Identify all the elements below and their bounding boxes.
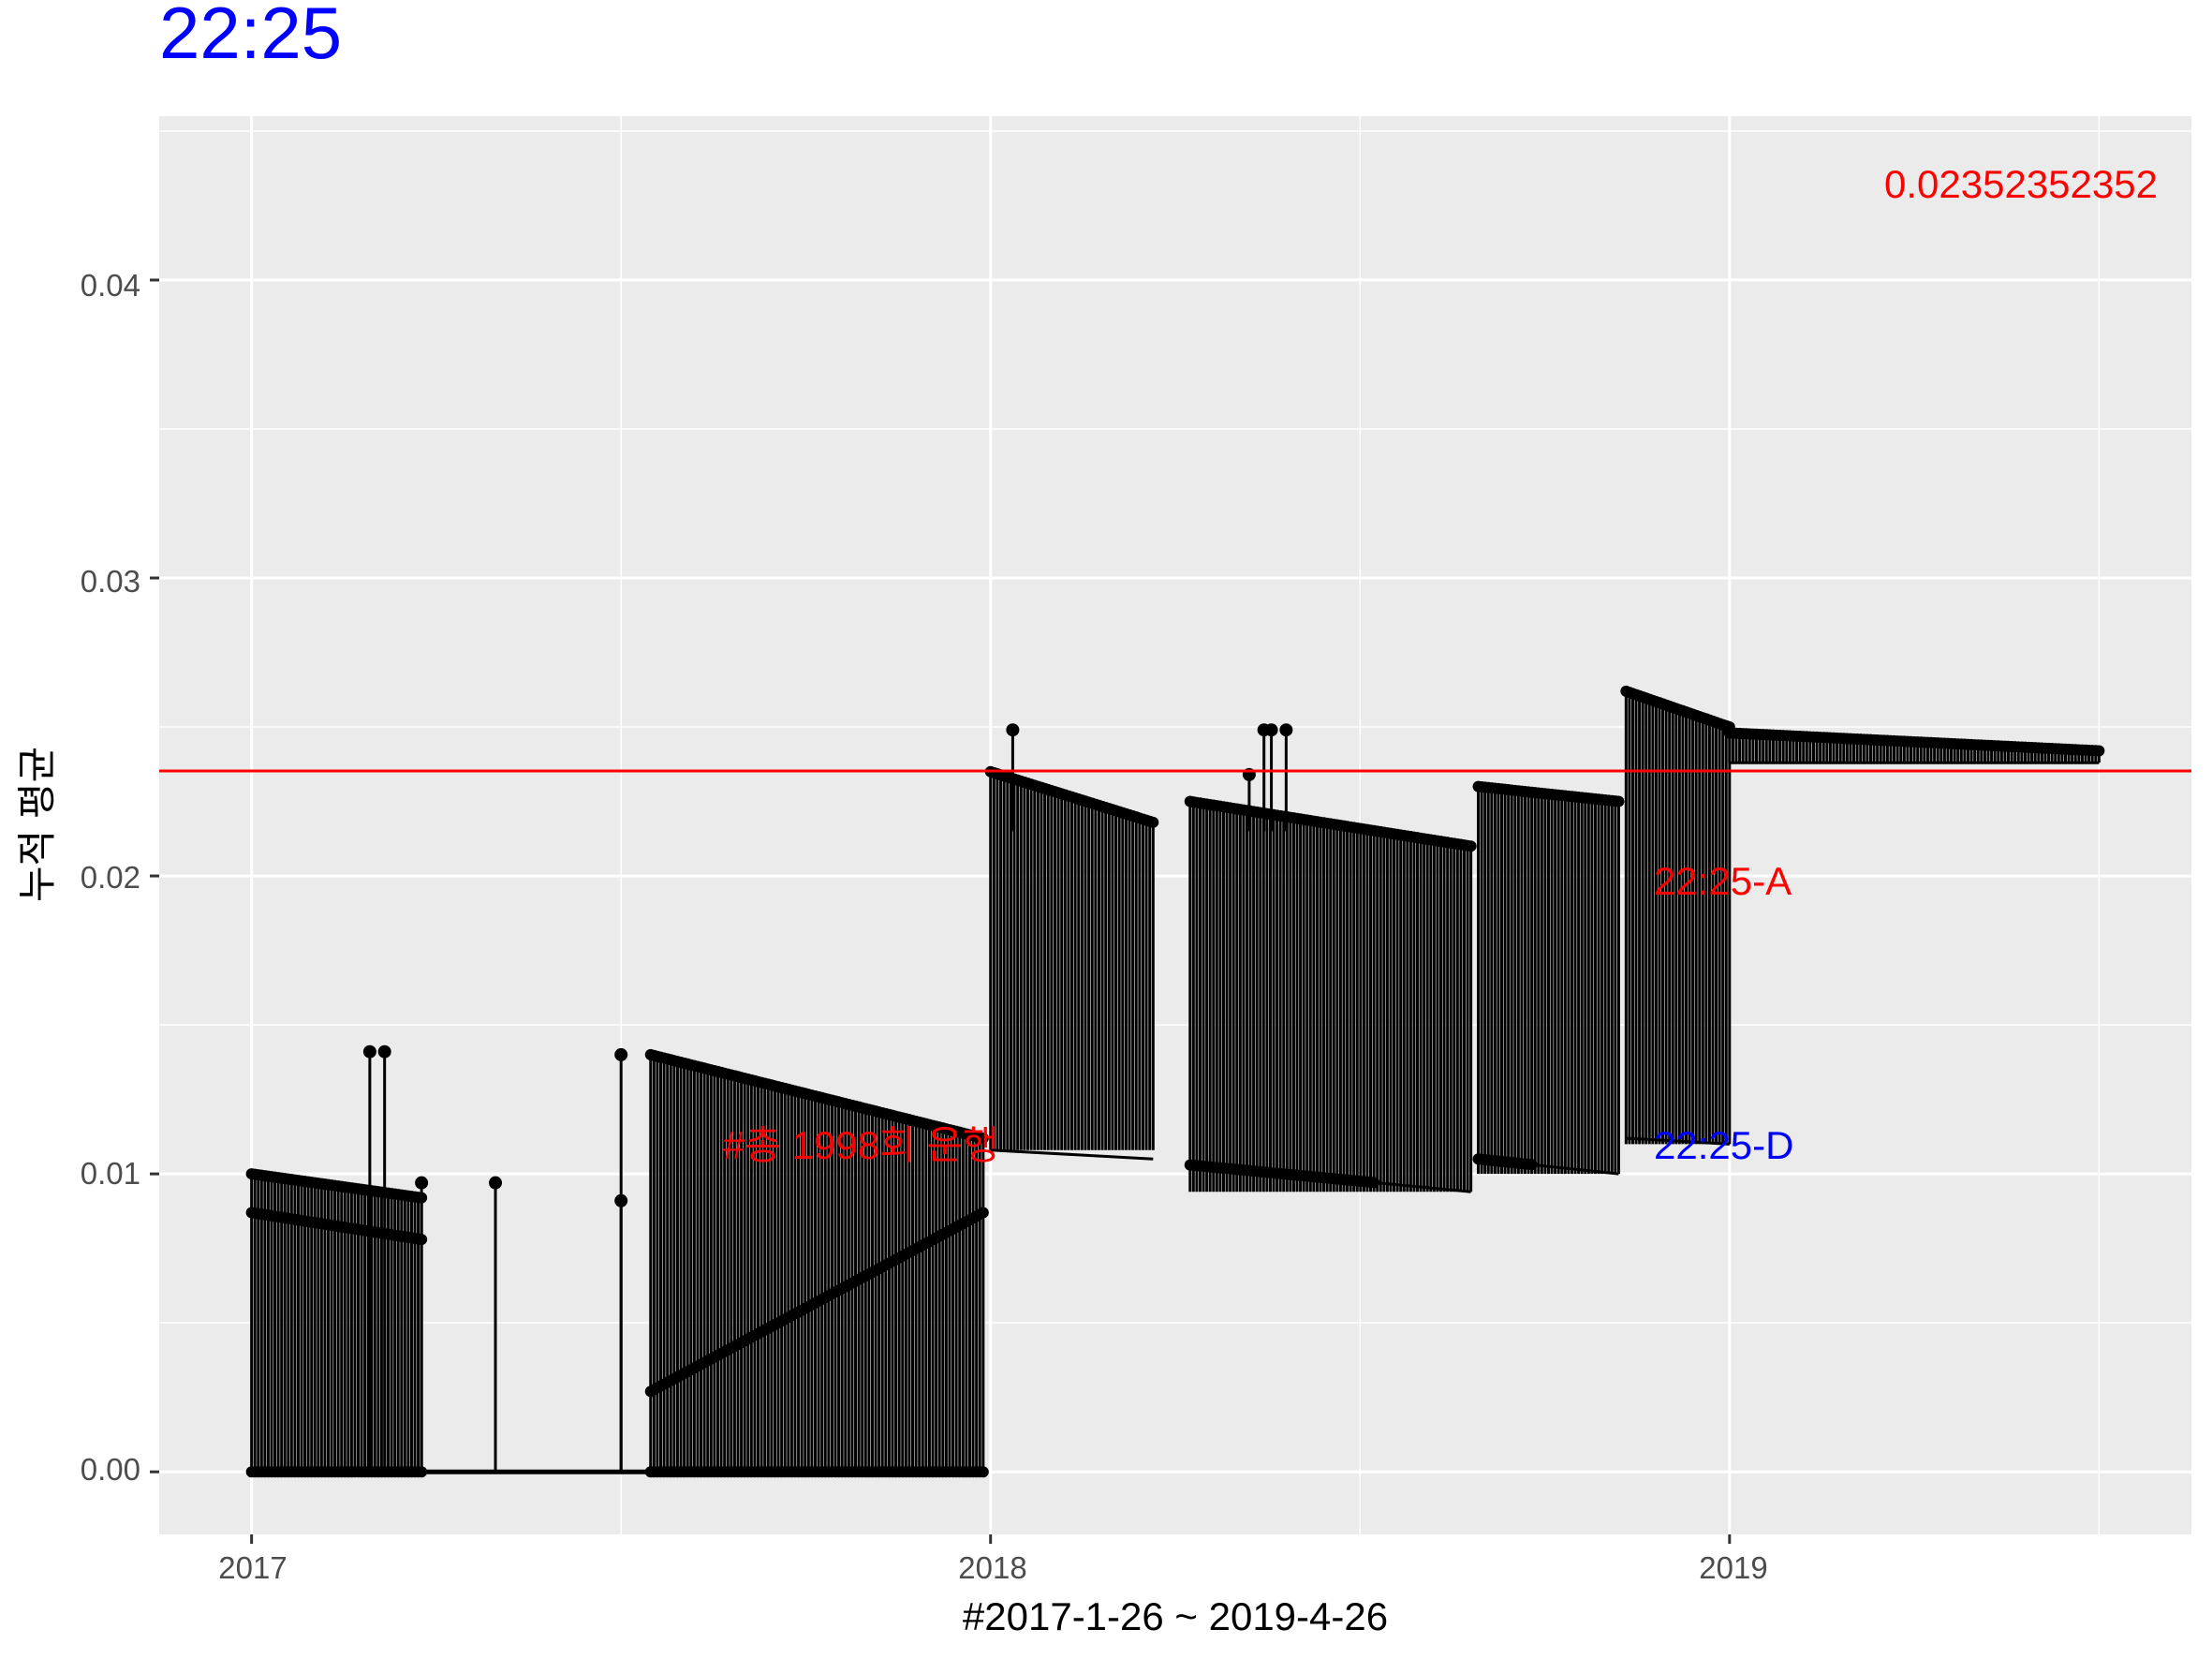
data-line [650, 1053, 984, 1140]
y-tick-label: 0.04 [81, 268, 140, 303]
data-point [362, 1044, 376, 1059]
data-line [251, 1211, 422, 1241]
chart-title: 22:25 [159, 0, 342, 74]
y-tick-label: 0.01 [81, 1156, 140, 1191]
x-tick-label: 2018 [958, 1550, 1026, 1585]
data-line [1189, 800, 1471, 848]
y-axis-title: 누적 평균 [15, 747, 59, 902]
count-label: #총 1998회 운행 [723, 1123, 999, 1167]
data-line [1729, 731, 2100, 752]
mean-value-label: 0.02352352352 [1884, 162, 2158, 206]
x-tick-label: 2019 [1699, 1550, 1767, 1585]
x-axis-title: #2017-1-26 ~ 2019-4-26 [963, 1594, 1388, 1638]
data-line [650, 1211, 984, 1393]
label-d: 22:25-D [1654, 1123, 1793, 1167]
data-point [1279, 723, 1293, 737]
data-point [614, 1193, 628, 1207]
label-a: 22:25-A [1654, 859, 1792, 903]
data-point [415, 1176, 429, 1190]
x-tick-label: 2017 [218, 1550, 287, 1585]
data-line [990, 1148, 1154, 1161]
data-line [1189, 1163, 1471, 1193]
x-axis: 2017 2018 2019 [218, 1534, 1768, 1585]
data-line [1478, 1157, 1619, 1176]
y-axis: 0.00 0.01 0.02 0.03 0.04 [81, 268, 159, 1487]
data-point [489, 1176, 503, 1190]
data-line [990, 770, 1154, 824]
data-point [1006, 723, 1020, 737]
data-point [1264, 723, 1278, 737]
data-line [251, 1172, 422, 1200]
data-layer [245, 685, 2105, 1478]
data-point [614, 1047, 628, 1061]
data-point [377, 1044, 391, 1059]
y-tick-label: 0.02 [81, 860, 140, 895]
grid-minor [159, 116, 2191, 1534]
data-line [1625, 689, 1731, 729]
plot-panel [159, 116, 2191, 1534]
y-tick-label: 0.00 [81, 1452, 140, 1487]
data-line [1478, 785, 1619, 804]
y-tick-label: 0.03 [81, 564, 140, 599]
data-line [1626, 1136, 1730, 1146]
